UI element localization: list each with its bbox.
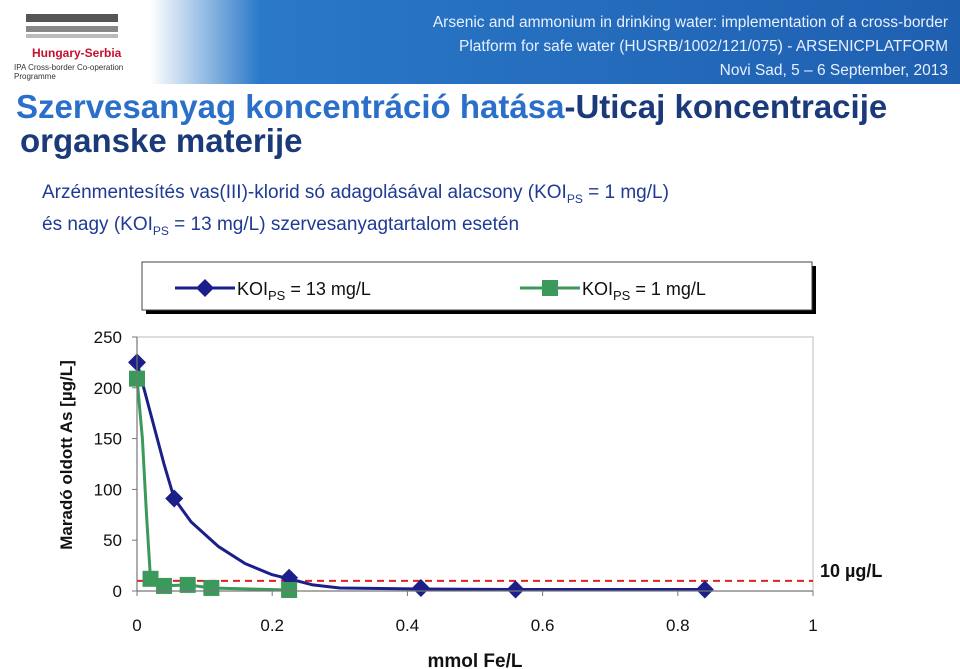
title-separator: -	[564, 88, 576, 125]
data-point-diamond	[411, 578, 430, 597]
data-point-diamond	[695, 580, 714, 599]
y-tick-label: 100	[94, 480, 122, 499]
subtitle-line-1: Arzénmentesítés vas(III)-klorid só adago…	[42, 182, 669, 206]
plot-frame	[136, 336, 814, 592]
legend-box	[141, 261, 813, 311]
subtitle-1-text: Arzénmentesítés vas(III)-klorid só adago…	[42, 182, 567, 203]
data-point-square	[281, 581, 298, 598]
data-point-diamond	[165, 489, 184, 508]
university-logo-icon	[26, 14, 118, 38]
slide-title: Szervesanyag koncentráció hatása-Uticaj …	[16, 90, 936, 158]
x-tick-label: 1	[808, 616, 817, 635]
title-hungarian: Szervesanyag koncentráció hatása	[16, 88, 565, 125]
subtitle-2-tail: = 13 mg/L) szervesanyagtartalom esetén	[168, 214, 520, 235]
legend-label-1: KOIPS = 1 mg/L	[582, 279, 706, 303]
title-serbian-line-2: organske materije	[20, 122, 303, 159]
x-tick-label: 0.8	[666, 616, 690, 635]
subtitle-line-2: és nagy (KOIPS = 13 mg/L) szervesanyagta…	[42, 214, 519, 238]
y-axis-label: Maradó oldott As [µg/L]	[57, 360, 76, 550]
x-tick-label: 0	[132, 616, 141, 635]
subtitle-1-subscript: PS	[566, 191, 583, 206]
x-tick-label: 0.6	[531, 616, 555, 635]
subtitle-1-tail: = 1 mg/L)	[582, 182, 669, 203]
conference-line-2: Platform for safe water (HUSRB/1002/121/…	[459, 38, 948, 55]
y-tick-label: 250	[94, 328, 122, 347]
subtitle-2-subscript: PS	[152, 223, 169, 238]
legend-label-0: KOIPS = 13 mg/L	[237, 279, 371, 303]
y-tick-label: 150	[94, 430, 122, 449]
x-tick-label: 0.2	[260, 616, 284, 635]
y-tick-label: 0	[113, 582, 122, 601]
subtitle-2-text: és nagy (KOI	[42, 214, 153, 235]
y-tick-label: 50	[103, 531, 122, 550]
legend: KOIPS = 13 mg/L KOIPS = 1 mg/L	[175, 279, 706, 303]
logo-subtitle: IPA Cross-border Co-operation Programme	[14, 63, 124, 81]
y-tick-label: 200	[94, 379, 122, 398]
conference-line-3: Novi Sad, 5 – 6 September, 2013	[719, 62, 948, 79]
legend-marker-square	[542, 280, 558, 296]
plot-area	[128, 336, 814, 599]
logo-title: Hungary-Serbia	[32, 46, 122, 60]
title-serbian: Uticaj koncentracije	[575, 88, 888, 125]
data-point-square	[203, 579, 220, 596]
data-point-square	[142, 570, 159, 587]
series-line-0	[135, 362, 705, 591]
program-logo: Hungary-Serbia IPA Cross-border Co-opera…	[8, 4, 138, 84]
legend-marker-diamond	[196, 279, 214, 297]
arsenic-chart: KOIPS = 13 mg/L KOIPS = 1 mg/L 0 50 100 150 2…	[57, 261, 882, 669]
data-point-square	[156, 577, 173, 594]
x-axis-label: mmol Fe/L	[427, 651, 522, 669]
conference-line-1: Arsenic and ammonium in drinking water: …	[432, 14, 948, 31]
axes: 0 50 100 150 200 250 0 0.2 0.4 0.6 0.8 1	[94, 328, 818, 635]
reference-label: 10 µg/L	[820, 561, 882, 581]
data-point-square	[179, 576, 196, 593]
x-tick-label: 0.4	[396, 616, 420, 635]
data-point-diamond	[506, 580, 525, 599]
header-bar: Hungary-Serbia IPA Cross-border Co-opera…	[0, 0, 960, 84]
series-line-1	[135, 378, 290, 592]
